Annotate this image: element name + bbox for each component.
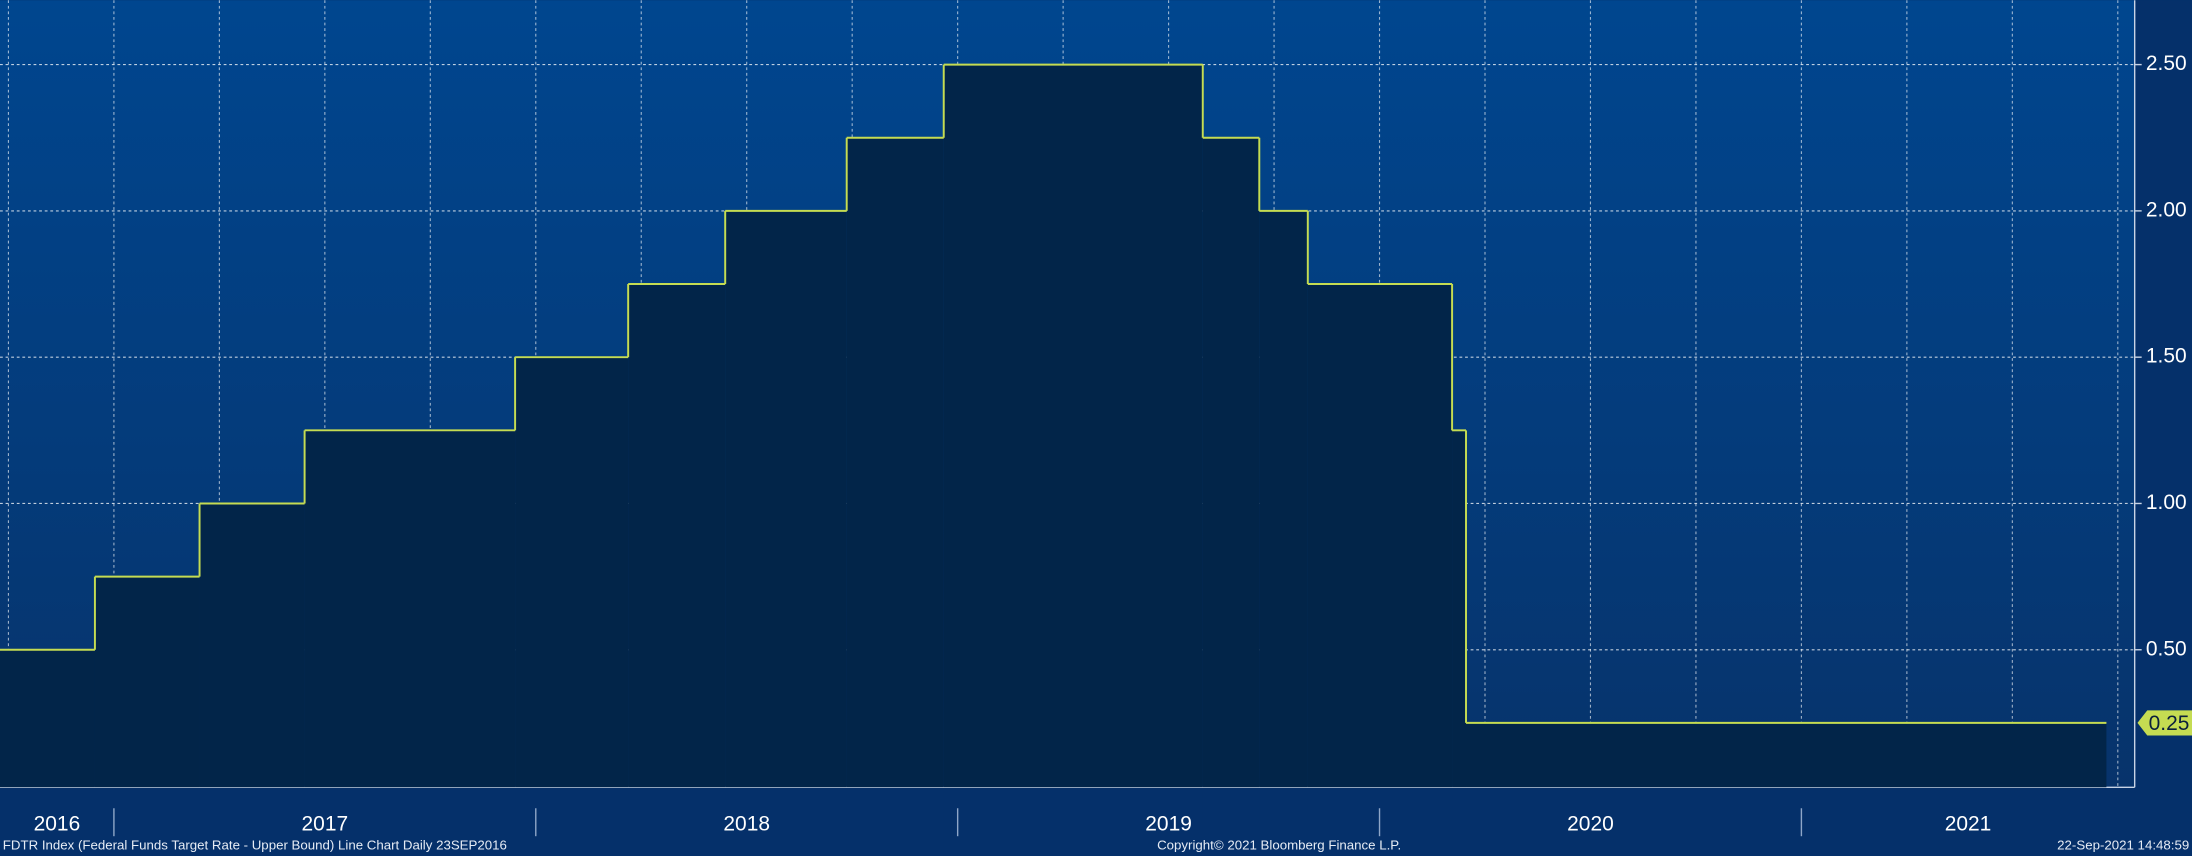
x-tick-label: 2020 [1567, 813, 1614, 836]
area-step [1307, 284, 1453, 788]
x-tick-label: 2021 [1945, 813, 1992, 836]
area-step [199, 503, 305, 788]
area-step [515, 357, 629, 788]
last-value-label: 0.25 [2149, 712, 2190, 735]
area-step [1259, 210, 1308, 788]
x-tick-label: 2019 [1145, 813, 1192, 836]
axes: 0.50 1.00 1.50 2.00 2.50 2016 2017 2018 2019 2020… [34, 52, 2192, 837]
area-step [725, 210, 847, 788]
last-value-tag [2137, 710, 2192, 736]
footer-center: Copyright© 2021 Bloomberg Finance L.P. [1157, 838, 1401, 853]
area-step [0, 649, 95, 788]
area-step [943, 64, 1203, 788]
y-tick-label: 2.50 [2146, 52, 2187, 75]
y-tick-label: 1.50 [2146, 345, 2187, 368]
footer-right: 22-Sep-2021 14:48:59 [2057, 838, 2189, 853]
y-tick-label: 1.00 [2146, 491, 2187, 514]
y-tick-label: 0.50 [2146, 637, 2187, 660]
area-step [94, 576, 200, 788]
area-step [1202, 137, 1260, 788]
footer-left: FDTR Index (Federal Funds Target Rate - … [3, 838, 507, 853]
series [0, 63, 2107, 788]
x-tick-label: 2018 [723, 813, 770, 836]
area-step [628, 284, 726, 788]
x-tick-label: 2016 [34, 813, 81, 836]
area-step [304, 430, 516, 788]
area-step [1466, 722, 2107, 788]
y-tick-label: 2.00 [2146, 198, 2187, 221]
area-step [1452, 430, 1467, 788]
x-tick-label: 2017 [302, 813, 349, 836]
area-step [846, 137, 944, 788]
